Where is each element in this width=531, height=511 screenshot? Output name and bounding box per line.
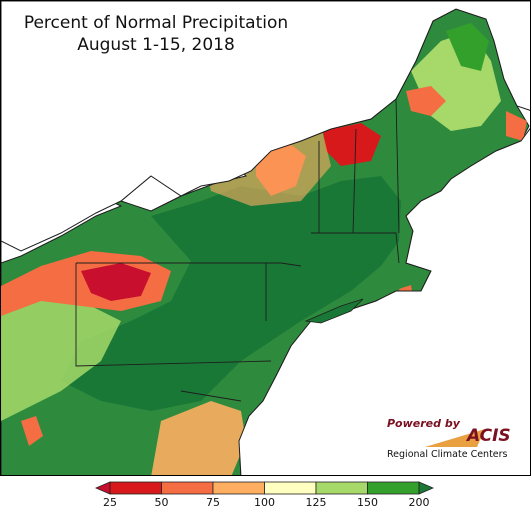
region-slightly-dry-me bbox=[406, 86, 446, 116]
color-legend bbox=[94, 481, 435, 495]
acis-swoosh-icon bbox=[425, 429, 485, 447]
canada-area bbox=[1, 1, 530, 252]
region-dry-me-coast bbox=[506, 111, 527, 141]
region-dry-sw bbox=[21, 416, 43, 446]
legend-arrow-low bbox=[94, 481, 111, 495]
region-wet-west bbox=[1, 291, 121, 421]
map-subtitle: August 1-15, 2018 bbox=[77, 35, 235, 55]
map-graphic bbox=[1, 1, 530, 475]
logo-powered-by: Powered by bbox=[387, 417, 461, 430]
logo-subtitle: Regional Climate Centers bbox=[387, 449, 508, 460]
legend-tick-label: 50 bbox=[154, 496, 169, 509]
region-dark-maine bbox=[446, 23, 489, 71]
legend-bin-75-100 bbox=[212, 481, 265, 495]
legend-arrow-high bbox=[418, 481, 435, 495]
legend-tick-label: 200 bbox=[408, 496, 430, 509]
atlantic-ocean bbox=[238, 127, 530, 475]
region-wet-south bbox=[151, 401, 246, 475]
legend-bin-50-75 bbox=[161, 481, 214, 495]
legend-bin-125-150 bbox=[315, 481, 368, 495]
legend-bin-25-50 bbox=[109, 481, 162, 495]
legend-tick-label: 125 bbox=[305, 496, 327, 509]
legend-tick-label: 75 bbox=[206, 496, 220, 509]
map-title: Percent of Normal Precipitation bbox=[23, 13, 289, 33]
legend-tick-label: 100 bbox=[254, 496, 275, 509]
region-very-dry-vt bbox=[323, 123, 381, 166]
precipitation-map: Percent of Normal Precipitation August 1… bbox=[0, 0, 531, 476]
state-borders bbox=[75, 98, 400, 402]
region-extreme-wet bbox=[61, 176, 401, 411]
long-island bbox=[304, 298, 364, 324]
logo-name: ACIS bbox=[465, 426, 511, 446]
legend-tick-label: 150 bbox=[357, 496, 378, 509]
legend-bin-100-125 bbox=[264, 481, 317, 495]
acis-logo: Powered by ACIS Regional Climate Centers bbox=[387, 417, 511, 460]
legend-bin-150-200 bbox=[367, 481, 420, 495]
region-very-dry-nw bbox=[81, 263, 151, 301]
legend-tick-label: 25 bbox=[103, 496, 117, 509]
